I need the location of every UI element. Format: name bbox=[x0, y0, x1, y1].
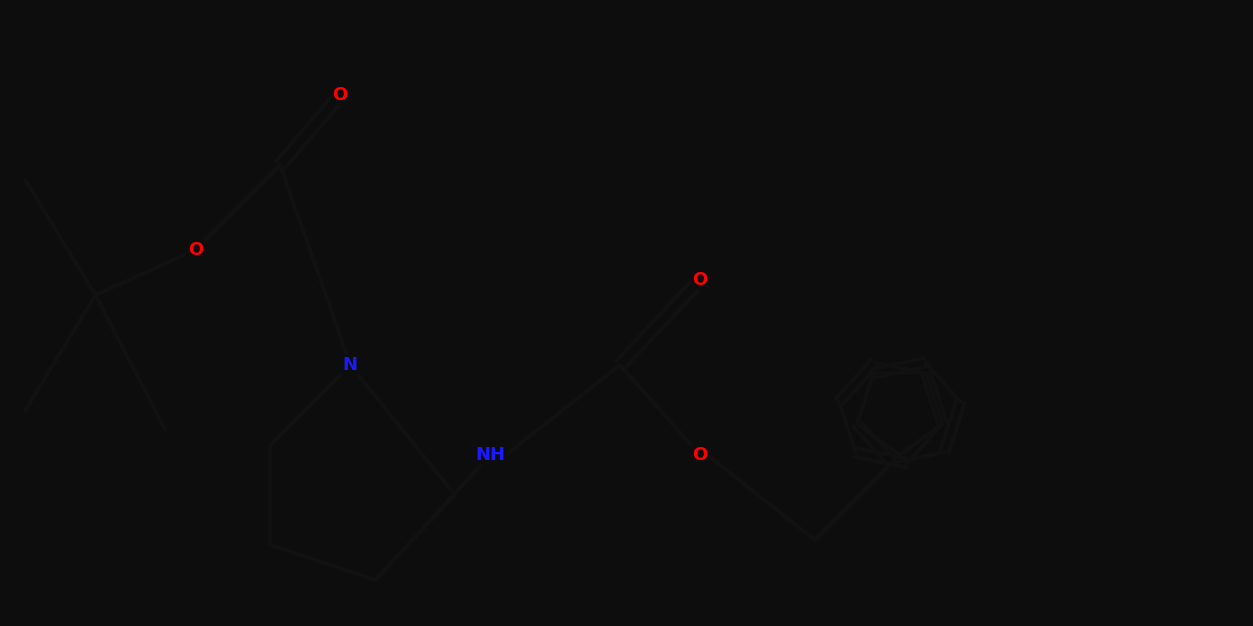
Text: NH: NH bbox=[475, 446, 505, 464]
Text: N: N bbox=[343, 356, 357, 374]
Text: O: O bbox=[693, 271, 708, 289]
Text: O: O bbox=[332, 86, 348, 104]
Text: O: O bbox=[693, 446, 708, 464]
Text: O: O bbox=[188, 241, 203, 259]
